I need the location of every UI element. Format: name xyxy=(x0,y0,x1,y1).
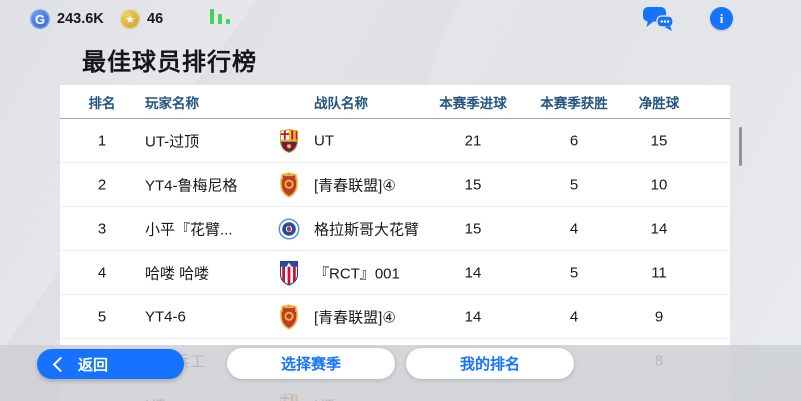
goal-diff-cell: 15 xyxy=(650,132,668,149)
info-icon: i xyxy=(719,10,724,26)
my-rank-label: 我的排名 xyxy=(459,356,520,373)
club-badge-blue-round-crest-icon xyxy=(278,218,300,239)
team-name-cell: 格拉斯哥大花臂 xyxy=(314,221,420,238)
club-badge-barcelona-crest-icon xyxy=(280,128,298,153)
season-goals-cell: 21 xyxy=(464,132,482,149)
column-header-wins: 本赛季获胜 xyxy=(540,95,608,111)
scrollbar-thumb[interactable] xyxy=(739,127,742,166)
chat-icon xyxy=(643,7,674,31)
table-row[interactable]: 1 UT-过顶 UT 21 6 15 xyxy=(60,119,730,163)
column-header-player: 玩家名称 xyxy=(145,95,199,111)
goal-diff-cell: 11 xyxy=(651,264,667,281)
season-wins-cell: 6 xyxy=(569,132,579,149)
star-balance: 46 xyxy=(147,11,164,27)
goal-diff-cell: 14 xyxy=(650,220,668,237)
team-badge-icon xyxy=(273,171,305,198)
season-goals-cell: 14 xyxy=(464,264,482,281)
my-rank-button[interactable]: 我的排名 xyxy=(406,348,574,379)
goal-diff-cell: 10 xyxy=(650,176,668,193)
team-name-cell: 『RCT』001 xyxy=(314,265,400,282)
column-header-goals: 本赛季进球 xyxy=(439,95,507,111)
column-header-team: 战队名称 xyxy=(314,95,368,111)
player-name-cell: 哈喽 哈喽 xyxy=(145,265,210,282)
signal-bars-icon xyxy=(210,8,232,24)
club-badge-red-gold-crest-icon xyxy=(280,171,298,198)
column-header-rank: 排名 xyxy=(88,95,116,111)
table-row[interactable]: 2 YT4-鲁梅尼格 [青春联盟]④ 15 5 10 xyxy=(60,163,730,207)
season-wins-cell: 5 xyxy=(569,264,579,281)
goal-diff-cell: 9 xyxy=(654,308,664,325)
player-name-cell: UT-过顶 xyxy=(145,133,200,150)
footer-bar: 返回 选择赛季 我的排名 xyxy=(0,345,801,401)
star-coin-icon: ★ xyxy=(120,9,140,29)
team-badge-icon xyxy=(273,260,305,286)
table-row[interactable]: 3 小平『花臂... 格拉斯哥大花臂 15 4 14 xyxy=(60,207,730,251)
rank-cell: 2 xyxy=(97,176,107,193)
select-season-label: 选择赛季 xyxy=(280,356,341,373)
gp-balance: 243.6K xyxy=(57,11,104,27)
season-wins-cell: 4 xyxy=(569,220,579,237)
team-badge-icon xyxy=(273,303,305,330)
column-header-gd: 净胜球 xyxy=(638,95,680,111)
team-name-cell: [青春联盟]④ xyxy=(314,309,396,326)
table-row[interactable]: 5 YT4-6 [青春联盟]④ 14 4 9 xyxy=(60,295,730,339)
team-name-cell: [青春联盟]④ xyxy=(314,177,396,194)
player-name-cell: YT4-6 xyxy=(145,308,186,325)
chat-button[interactable] xyxy=(641,5,675,33)
season-goals-cell: 15 xyxy=(464,220,482,237)
season-goals-cell: 14 xyxy=(464,308,482,325)
season-goals-cell: 15 xyxy=(464,176,482,193)
rank-cell: 4 xyxy=(97,264,107,281)
table-row[interactable]: 4 哈喽 哈喽 『RCT』001 14 5 11 xyxy=(60,251,730,295)
info-button[interactable]: i xyxy=(710,7,733,30)
season-wins-cell: 4 xyxy=(569,308,579,325)
select-season-button[interactable]: 选择赛季 xyxy=(227,348,395,379)
rank-cell: 3 xyxy=(97,220,107,237)
club-badge-red-white-shield-icon xyxy=(279,260,299,286)
club-badge-red-gold-crest-icon xyxy=(280,303,298,330)
player-name-cell: 小平『花臂... xyxy=(145,221,233,238)
table-header-row: 排名 玩家名称 战队名称 本赛季进球 本赛季获胜 净胜球 xyxy=(60,85,730,119)
back-button-label: 返回 xyxy=(78,356,109,374)
team-badge-icon xyxy=(273,128,305,154)
rank-cell: 1 xyxy=(97,132,107,149)
player-name-cell: YT4-鲁梅尼格 xyxy=(145,177,238,194)
rank-cell: 5 xyxy=(97,308,107,325)
chevron-left-icon xyxy=(52,356,69,372)
season-wins-cell: 5 xyxy=(569,176,579,193)
page-title: 最佳球员排行榜 xyxy=(82,49,257,76)
g-coin-icon: G xyxy=(30,9,50,29)
team-name-cell: UT xyxy=(314,132,334,149)
back-button[interactable]: 返回 xyxy=(37,349,184,379)
team-badge-icon xyxy=(273,216,305,242)
